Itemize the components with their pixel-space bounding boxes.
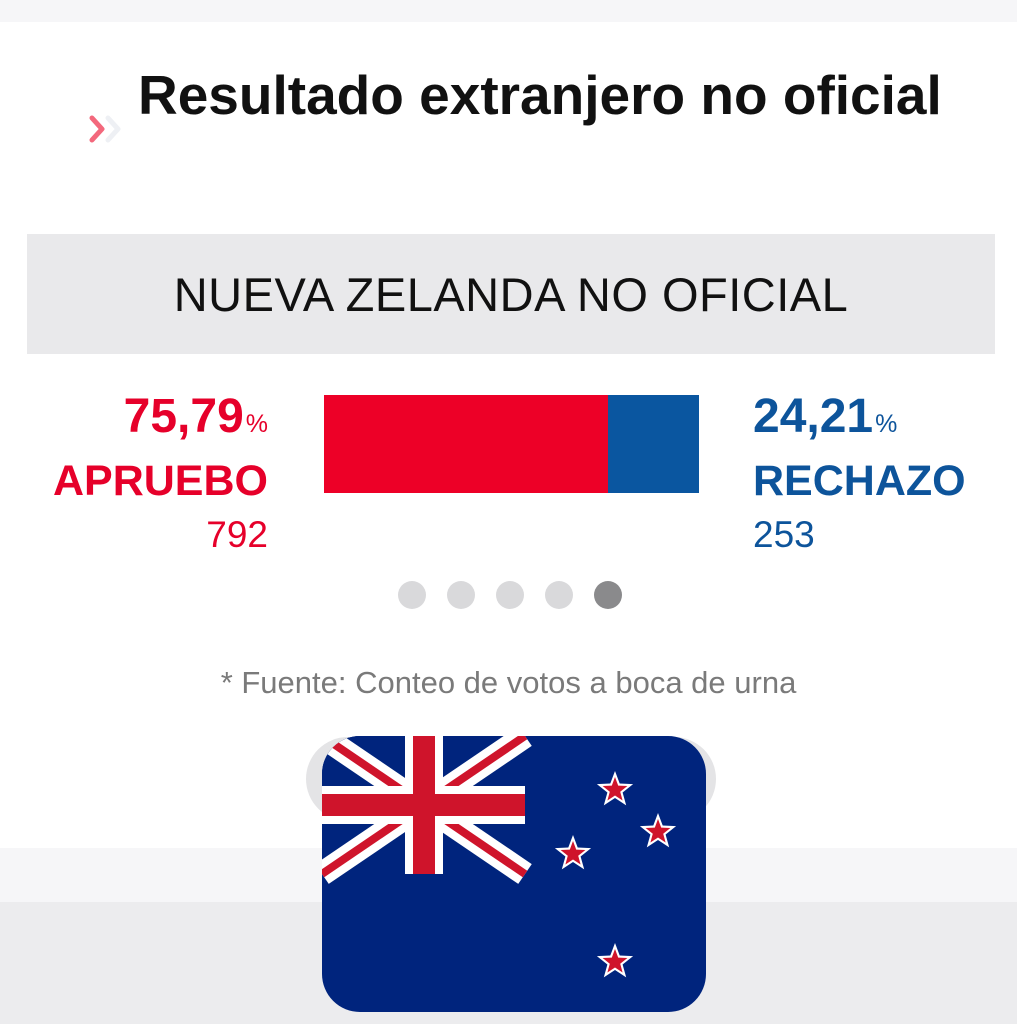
rechazo-result: 24,21% RECHAZO 253 xyxy=(753,388,966,561)
rechazo-bar-segment xyxy=(608,395,699,493)
apruebo-percent: 75,79% xyxy=(123,390,268,443)
country-header: NUEVA ZELANDA NO OFICIAL xyxy=(27,234,995,354)
carousel-dot[interactable] xyxy=(398,581,426,609)
new-zealand-flag-icon[interactable] xyxy=(322,736,706,1012)
flag-star xyxy=(602,949,628,973)
percent-sign: % xyxy=(875,410,898,438)
rechazo-label: RECHAZO xyxy=(753,457,966,505)
apruebo-result: 75,79% APRUEBO 792 xyxy=(53,388,268,561)
source-note: * Fuente: Conteo de votos a boca de urna xyxy=(220,665,797,700)
flag-star xyxy=(645,819,671,843)
carousel-pagination xyxy=(398,581,628,609)
results-bar xyxy=(324,395,699,493)
apruebo-votes: 792 xyxy=(206,514,268,555)
flag-star xyxy=(602,777,628,801)
carousel-dot[interactable] xyxy=(594,581,622,609)
carousel-dot[interactable] xyxy=(496,581,524,609)
carousel-dot[interactable] xyxy=(545,581,573,609)
flag-star xyxy=(560,841,586,865)
rechazo-percent: 24,21% xyxy=(753,390,898,443)
apruebo-bar-segment xyxy=(324,395,609,493)
apruebo-label: APRUEBO xyxy=(52,457,268,505)
chevron-right-double-icon xyxy=(89,115,121,143)
country-label: NUEVA ZELANDA NO OFICIAL xyxy=(173,267,849,321)
rechazo-votes: 253 xyxy=(753,514,815,555)
carousel-dot[interactable] xyxy=(447,581,475,609)
percent-sign: % xyxy=(245,410,268,438)
page-title: Resultado extranjero no oficial xyxy=(138,64,942,126)
